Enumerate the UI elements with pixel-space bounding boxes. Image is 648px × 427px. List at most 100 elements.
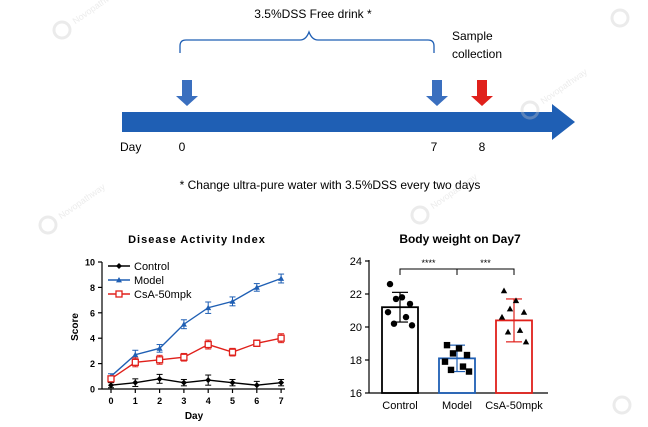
treatment-label: 3.5%DSS Free drink * (254, 7, 372, 21)
bw-point-control (390, 320, 398, 327)
bw-category-label-control: Control (382, 400, 417, 412)
bw-group-model: Model (438, 341, 476, 412)
dai-y-axis-label: Score (70, 313, 81, 341)
dai-series-control (108, 373, 285, 390)
svg-text:Novopathway: Novopathway (57, 181, 108, 221)
bw-point-csa-50mpk (520, 308, 528, 315)
bw-point-model (459, 363, 467, 370)
sample-label-line2: collection (452, 47, 502, 61)
bw-category-label-model: Model (442, 400, 472, 412)
dai-point-control (278, 379, 285, 386)
dai-point-control (108, 382, 114, 389)
dai-y-tick-label: 10 (85, 258, 95, 268)
dai-point-csa-50mpk (180, 353, 188, 361)
dai-y-tick-label: 0 (90, 385, 95, 395)
dai-point-control (253, 382, 260, 389)
bw-point-csa-50mpk (506, 305, 514, 312)
watermark-logo (610, 8, 630, 28)
dai-line-model (110, 277, 282, 377)
bw-point-csa-50mpk (500, 287, 508, 294)
bw-point-model (443, 341, 451, 349)
bw-point-csa-50mpk (504, 328, 512, 335)
bw-y-tick-label: 22 (350, 289, 362, 301)
bw-y-tick-label: 18 (350, 355, 362, 367)
dai-x-tick-label: 5 (230, 396, 235, 406)
dai-x-tick-label: 0 (108, 396, 113, 406)
dai-point-csa-50mpk (277, 334, 285, 342)
dai-x-tick-label: 1 (133, 396, 138, 406)
day7-down-arrow (426, 80, 448, 106)
legend-marker-model (116, 277, 122, 283)
dai-point-csa-50mpk (228, 348, 237, 356)
bw-category-label-csa-50mpk: CsA-50mpk (485, 400, 543, 412)
dai-x-tick-label: 6 (254, 396, 259, 406)
dai-point-csa-50mpk (131, 358, 139, 366)
dai-legend: Control Model CsA-50mpk (108, 261, 192, 301)
day-mark-0: 0 (179, 140, 186, 154)
dai-y-tick-label: 6 (90, 308, 95, 318)
bw-group-control: Control (381, 280, 419, 412)
legend-marker-csa-50mpk (115, 290, 123, 298)
bw-chart-title: Body weight on Day7 (399, 232, 521, 246)
dai-x-tick-label: 2 (157, 396, 162, 406)
dai-point-model (229, 298, 236, 304)
dai-point-control (229, 379, 236, 386)
bw-point-model (449, 350, 457, 357)
svg-text:Novopathway: Novopathway (71, 0, 122, 26)
bw-point-control (408, 322, 416, 329)
legend-label-control: Control (134, 261, 169, 273)
dai-point-csa-50mpk (253, 339, 261, 347)
dai-y-tick-label: 4 (90, 334, 95, 344)
dai-point-control (180, 379, 187, 386)
bw-y-tick-label: 20 (350, 322, 362, 334)
dai-point-control (132, 379, 139, 386)
dai-point-control (205, 377, 212, 384)
watermark-logo (612, 395, 632, 415)
bw-point-control (398, 294, 406, 301)
bw-significance-label: *** (480, 258, 491, 268)
bw-point-control (384, 308, 392, 316)
dai-line-control (110, 378, 282, 386)
bw-point-model (455, 345, 463, 352)
bw-y-tick-label: 24 (350, 256, 362, 268)
timeline-diagram: 3.5%DSS Free drink * Sample collection D… (120, 7, 575, 192)
legend-label-csa-50mpk: CsA-50mpk (134, 289, 192, 301)
watermark-logo: Novopathway (410, 171, 480, 225)
dai-point-model (156, 345, 163, 351)
bw-point-model (441, 358, 449, 365)
dai-x-tick-label: 4 (206, 396, 211, 406)
dai-point-model (253, 284, 260, 290)
bw-point-csa-50mpk (498, 313, 506, 320)
svg-text:Novopathway: Novopathway (429, 171, 480, 211)
day8-sample-arrow (471, 80, 493, 106)
dai-point-model (205, 304, 212, 311)
sample-label-line1: Sample (452, 29, 493, 43)
bw-y-tick-label: 16 (350, 388, 362, 400)
day-mark-8: 8 (479, 140, 486, 154)
dai-point-model (132, 351, 139, 358)
footnote: * Change ultra-pure water with 3.5%DSS e… (180, 178, 481, 192)
dai-point-model (278, 275, 285, 281)
bw-bracket-line (456, 268, 515, 275)
legend-label-model: Model (134, 275, 164, 287)
bw-group-csa-50mpk: CsA-50mpk (485, 287, 543, 412)
watermark-logo: Novopathway (520, 66, 589, 120)
watermark-logo: Novopathway (52, 0, 122, 40)
dai-point-csa-50mpk (204, 340, 212, 349)
bw-point-control (406, 300, 414, 308)
dai-x-tick-label: 3 (181, 396, 186, 406)
day-mark-7: 7 (431, 140, 438, 154)
bw-point-csa-50mpk (522, 338, 530, 345)
dai-chart-title: Disease Activity Index (128, 234, 266, 246)
dai-point-csa-50mpk (107, 375, 115, 383)
bw-significance-bracket: *** (456, 258, 515, 275)
bw-point-csa-50mpk (512, 297, 520, 304)
bw-significance-label: **** (421, 258, 436, 268)
dai-point-csa-50mpk (155, 356, 164, 364)
dai-point-control (156, 375, 163, 382)
bw-point-csa-50mpk (516, 327, 524, 333)
timeline-arrow (122, 104, 575, 140)
bw-point-model (465, 368, 473, 375)
